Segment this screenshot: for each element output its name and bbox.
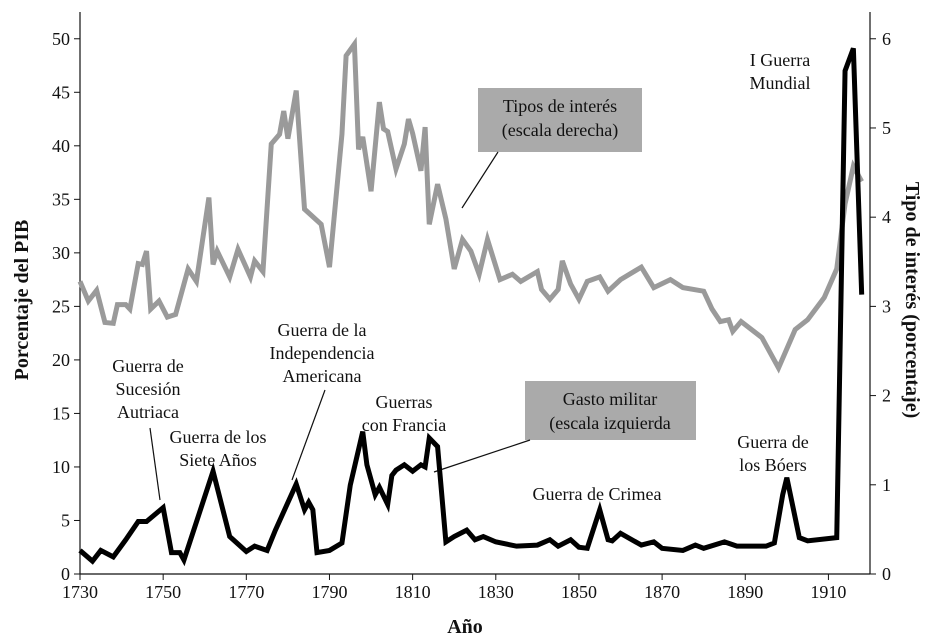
y-axis-title: Porcentaje del PIB — [11, 220, 33, 381]
x-tick-label: 1830 — [478, 582, 514, 602]
legend-label: Tipos de interés — [503, 96, 617, 116]
y2-tick-label: 1 — [882, 475, 891, 495]
x-tick-label: 1730 — [62, 582, 98, 602]
annotation: Siete Años — [179, 450, 257, 470]
annotation: I Guerra — [750, 50, 810, 70]
x-tick-label: 1750 — [145, 582, 181, 602]
y-tick-label: 5 — [61, 510, 70, 530]
y-tick-label: 35 — [52, 189, 70, 209]
annotation: Guerra de la — [278, 320, 367, 340]
y-tick-label: 25 — [52, 296, 70, 316]
y-tick-label: 10 — [52, 457, 70, 477]
y-tick-label: 40 — [52, 136, 70, 156]
annotation: Mundial — [750, 73, 811, 93]
y2-tick-label: 2 — [882, 386, 891, 406]
annotation: Guerra de — [737, 432, 808, 452]
x-tick-label: 1910 — [810, 582, 846, 602]
annotation: Guerra de Crimea — [533, 484, 662, 504]
y2-tick-label: 3 — [882, 296, 891, 316]
x-tick-label: 1850 — [561, 582, 597, 602]
y2-tick-label: 5 — [882, 118, 891, 138]
y2-axis-title: Tipo de interés (porcentaje) — [901, 182, 923, 418]
x-tick-label: 1870 — [644, 582, 680, 602]
data-line — [78, 47, 865, 567]
annotation: con Francia — [362, 415, 446, 435]
x-tick-label: 1770 — [228, 582, 264, 602]
annotation: Guerra de los — [170, 427, 267, 447]
y-tick-label: 20 — [52, 350, 70, 370]
x-axis-title: Año — [447, 616, 483, 636]
annotation: Guerras — [376, 392, 433, 412]
legend-box — [525, 381, 696, 440]
legend-box — [478, 88, 642, 152]
x-tick-label: 1810 — [395, 582, 431, 602]
annotation: Guerra de — [112, 356, 183, 376]
y-tick-label: 0 — [61, 564, 70, 584]
data-line — [77, 36, 864, 374]
y-tick-label: 45 — [52, 82, 70, 102]
pointer — [433, 439, 531, 473]
y-tick-label: 50 — [52, 29, 70, 49]
annotation: los Bóers — [739, 455, 807, 475]
legend-label: Gasto militar — [563, 389, 657, 409]
legend-label: (escala izquierda — [549, 413, 670, 434]
pointer — [291, 389, 326, 481]
annotation: Autriaca — [117, 402, 179, 422]
x-tick-label: 1790 — [311, 582, 347, 602]
annotation: Americana — [283, 366, 362, 386]
y2-tick-label: 0 — [882, 564, 891, 584]
annotation: Sucesión — [116, 379, 181, 399]
y-tick-label: 30 — [52, 243, 70, 263]
y2-tick-label: 6 — [882, 29, 891, 49]
annotation: Independencia — [270, 343, 375, 363]
legend-label: (escala derecha) — [502, 120, 618, 141]
pointer — [461, 151, 499, 209]
y2-tick-label: 4 — [882, 207, 891, 227]
pointer — [149, 427, 161, 501]
y-tick-label: 15 — [52, 403, 70, 423]
x-tick-label: 1890 — [727, 582, 763, 602]
